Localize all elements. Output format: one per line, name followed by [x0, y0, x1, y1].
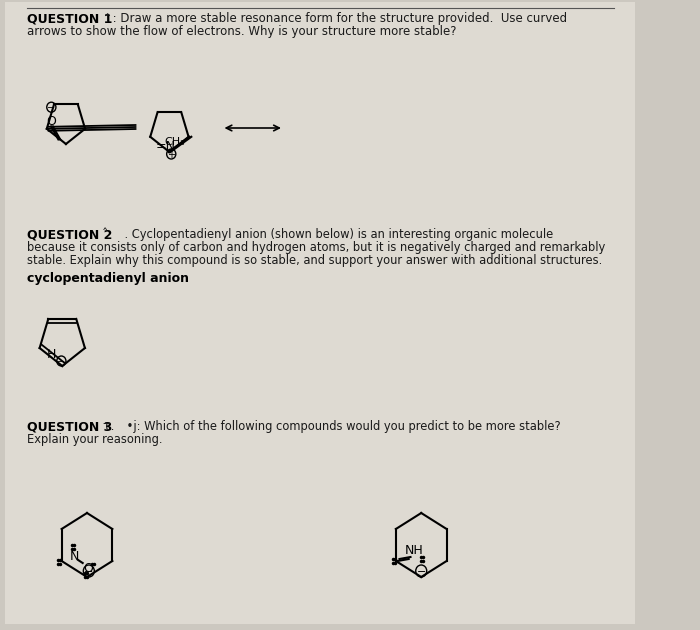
- FancyBboxPatch shape: [5, 2, 635, 624]
- Text: because it consists only of carbon and hydrogen atoms, but it is negatively char: because it consists only of carbon and h…: [27, 241, 605, 254]
- Text: O: O: [83, 561, 93, 575]
- Text: stable. Explain why this compound is so stable, and support your answer with add: stable. Explain why this compound is so …: [27, 254, 603, 267]
- Text: . Cyclopentadienyl anion (shown below) is an interesting organic molecule: . Cyclopentadienyl anion (shown below) i…: [110, 228, 553, 241]
- Text: −: −: [57, 357, 65, 367]
- Text: •j: Which of the following compounds would you predict to be more stable?: •j: Which of the following compounds wou…: [112, 420, 560, 433]
- Text: arrows to show the flow of electrons. Why is your structure more stable?: arrows to show the flow of electrons. Wh…: [27, 25, 457, 38]
- Text: −: −: [84, 566, 94, 576]
- Text: QUESTION 3: QUESTION 3: [27, 420, 113, 433]
- Text: QUESTION 2: QUESTION 2: [27, 228, 113, 241]
- Text: τ.: τ.: [99, 420, 114, 433]
- Text: cyclopentadienyl anion: cyclopentadienyl anion: [27, 272, 190, 285]
- Text: ↑: Draw a more stable resonance form for the structure provided.  Use curved: ↑: Draw a more stable resonance form for…: [99, 12, 567, 25]
- Text: ˆ: ˆ: [98, 228, 108, 241]
- Text: N: N: [70, 549, 79, 563]
- Text: −: −: [416, 566, 426, 576]
- Text: NH: NH: [405, 544, 424, 558]
- Text: CH₃: CH₃: [164, 137, 186, 147]
- Text: Explain your reasoning.: Explain your reasoning.: [27, 433, 163, 446]
- Text: QUESTION 1: QUESTION 1: [27, 12, 113, 25]
- Text: H: H: [47, 348, 56, 360]
- Text: −: −: [48, 103, 55, 113]
- Text: O: O: [46, 115, 56, 128]
- Text: +: +: [167, 149, 175, 159]
- Text: =N: =N: [155, 139, 176, 152]
